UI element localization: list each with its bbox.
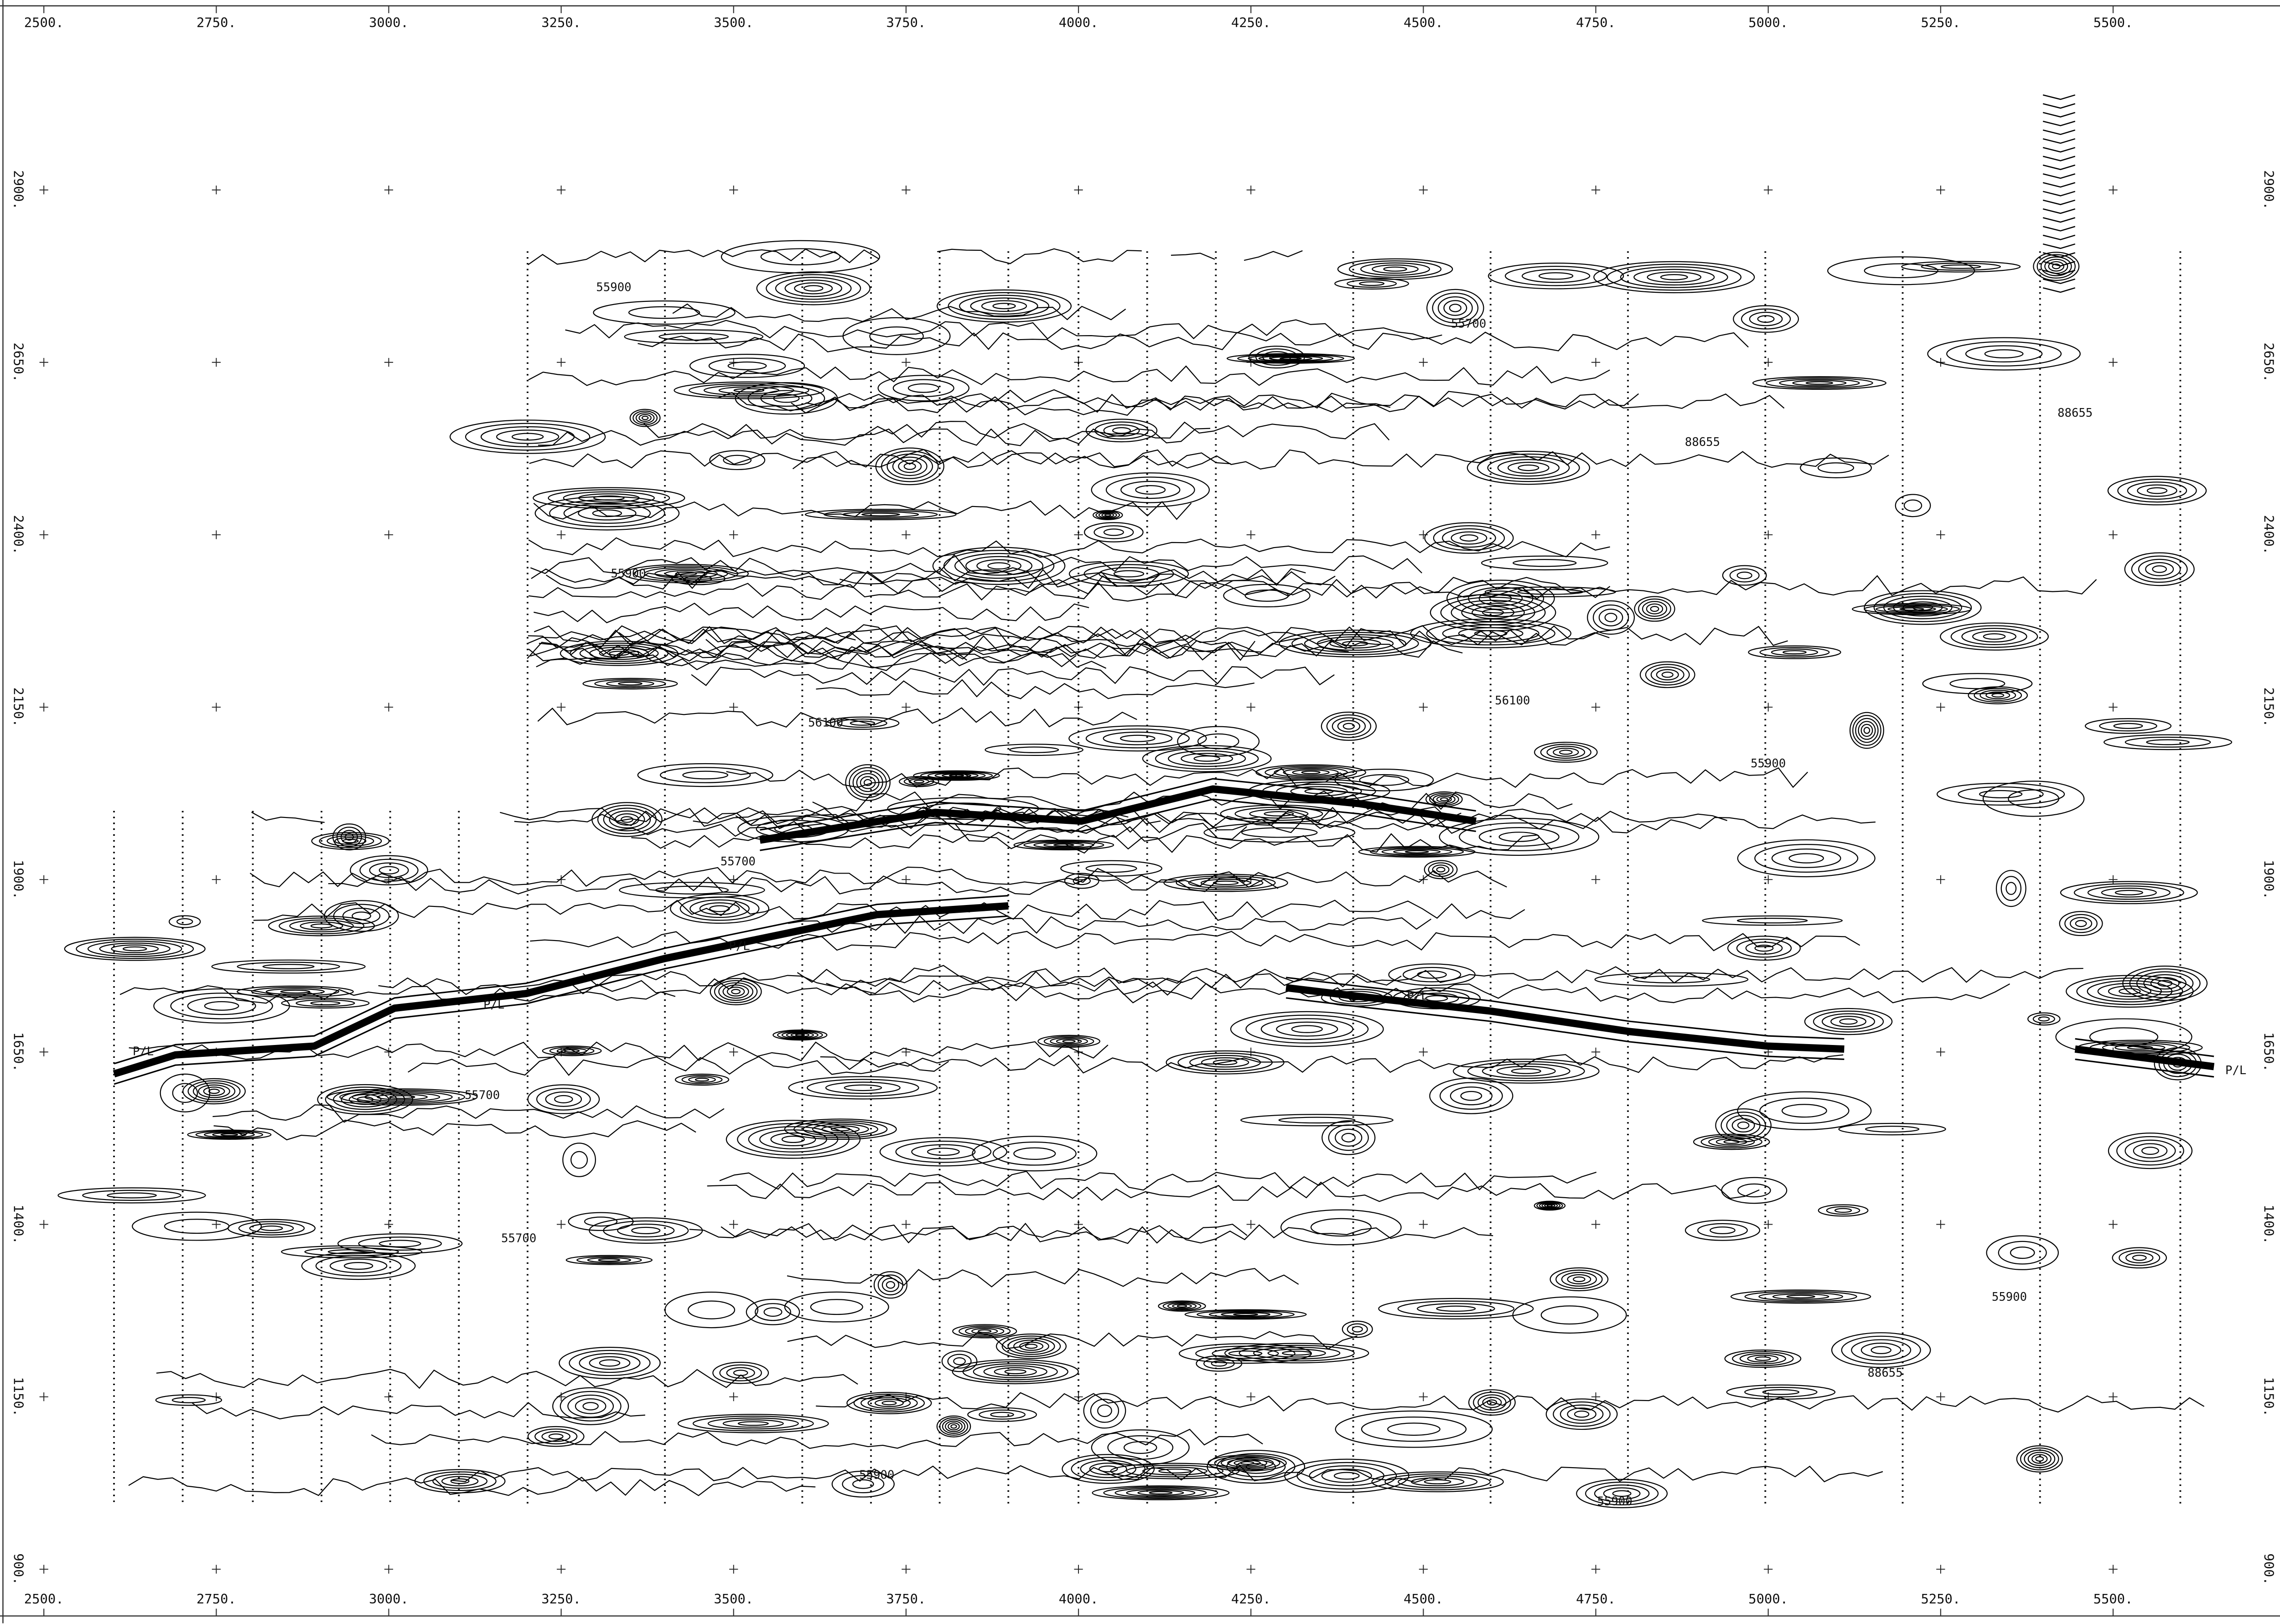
x-tick-label: 2750. — [197, 15, 236, 30]
x-tick-label: 2500. — [24, 1591, 64, 1607]
contour-label: P/L — [729, 940, 750, 953]
y-tick-label: 2400. — [10, 515, 26, 555]
contour-label: 55700 — [1451, 317, 1486, 331]
contour-label: 55900 — [611, 567, 646, 580]
x-tick-label: 4000. — [1059, 15, 1099, 30]
contour-label: P/L — [483, 998, 504, 1012]
contour-label: 55900 — [1597, 1495, 1632, 1508]
contour-label: P/L — [1407, 989, 1428, 1003]
contour-label: 55900 — [1992, 1290, 2027, 1304]
contour-label: 88655 — [2057, 406, 2093, 420]
y-tick-label: 900. — [2261, 1553, 2277, 1585]
contour-label: 55900 — [859, 1469, 894, 1482]
x-tick-label: 5000. — [1748, 15, 1788, 30]
x-tick-label: 5250. — [1921, 15, 1960, 30]
y-tick-label: 2900. — [2261, 170, 2277, 210]
contour-label: 55700 — [465, 1089, 500, 1102]
x-tick-label: 3250. — [541, 1591, 581, 1607]
contour-label: 88655 — [1685, 435, 1720, 449]
x-tick-label: 5000. — [1748, 1591, 1788, 1607]
x-tick-label: 4250. — [1231, 1591, 1271, 1607]
y-tick-label: 1400. — [2261, 1205, 2277, 1244]
contour-label: 56100 — [1495, 694, 1530, 708]
page: {"x_axis_top": ["2500.", "2750.", "3000.… — [0, 0, 2280, 1624]
x-tick-label: 3750. — [886, 1591, 926, 1607]
y-tick-label: 1900. — [10, 860, 26, 900]
x-tick-label: 4500. — [1404, 1591, 1443, 1607]
y-tick-label: 2150. — [10, 688, 26, 727]
background — [0, 0, 2280, 1624]
x-tick-label: 3250. — [541, 15, 581, 30]
y-tick-label: 1650. — [2261, 1032, 2277, 1072]
x-tick-label: 5500. — [2093, 1591, 2133, 1607]
x-tick-label: 2750. — [197, 1591, 236, 1607]
x-tick-label: 3000. — [369, 15, 409, 30]
y-tick-label: 1400. — [10, 1205, 26, 1244]
contour-label: P/L — [133, 1045, 154, 1058]
x-tick-label: 3500. — [714, 1591, 753, 1607]
x-tick-label: 4750. — [1576, 15, 1616, 30]
y-tick-label: 2650. — [2261, 342, 2277, 382]
y-tick-label: 2400. — [2261, 515, 2277, 555]
x-tick-label: 4000. — [1059, 1591, 1099, 1607]
x-tick-label: 3500. — [714, 15, 753, 30]
contour-label: 55900 — [596, 280, 631, 294]
x-tick-label: 5500. — [2093, 15, 2133, 30]
y-tick-label: 1150. — [10, 1377, 26, 1417]
x-tick-label: 3750. — [886, 15, 926, 30]
x-tick-label: 4500. — [1404, 15, 1443, 30]
x-tick-label: 2500. — [24, 15, 64, 30]
contour-label: 55700 — [501, 1232, 536, 1246]
y-tick-label: 2150. — [2261, 688, 2277, 727]
y-tick-label: 900. — [10, 1553, 26, 1585]
contour-label: 55900 — [1751, 757, 1786, 771]
contour-label: 88655 — [1867, 1366, 1902, 1380]
contour-label: P/L — [2225, 1064, 2246, 1077]
y-tick-label: 2650. — [10, 342, 26, 382]
y-tick-label: 1150. — [2261, 1377, 2277, 1417]
x-tick-label: 5250. — [1921, 1591, 1960, 1607]
contour-label: 56100 — [808, 716, 843, 729]
contour-label: 55700 — [720, 855, 756, 869]
y-tick-label: 1900. — [2261, 860, 2277, 900]
x-tick-label: 4750. — [1576, 1591, 1616, 1607]
x-tick-label: 4250. — [1231, 15, 1271, 30]
contour-map: 2500. 2750. 3000. 3250. 3500. 3750. 4000. 4250.… — [0, 0, 2280, 1624]
y-tick-label: 2900. — [10, 170, 26, 210]
y-tick-label: 1650. — [10, 1032, 26, 1072]
x-tick-label: 3000. — [369, 1591, 409, 1607]
